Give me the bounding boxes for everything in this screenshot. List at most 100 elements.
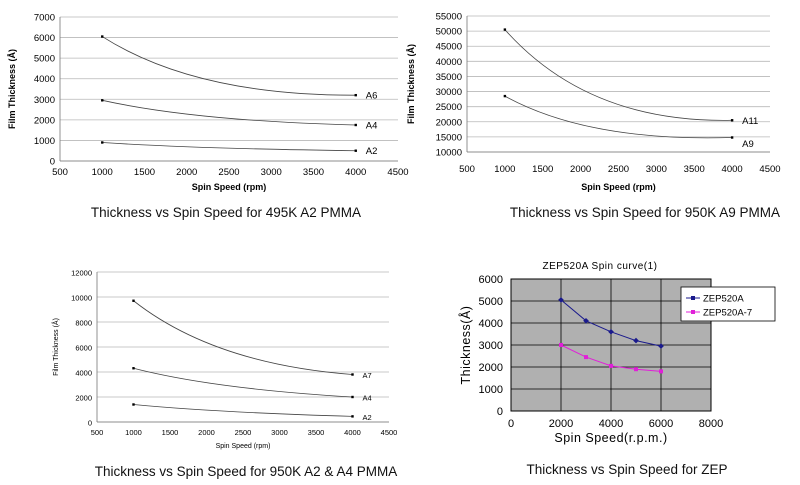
legend-swatch-marker bbox=[691, 310, 695, 314]
data-point bbox=[101, 99, 104, 102]
y-tick-label: 4000 bbox=[75, 369, 92, 378]
series-label: A7 bbox=[363, 371, 372, 380]
series-line-A6 bbox=[102, 36, 356, 96]
x-tick-label: 3500 bbox=[303, 167, 324, 178]
data-point bbox=[354, 93, 357, 97]
series-line-A11 bbox=[504, 29, 733, 121]
chart-caption: Thickness vs Spin Speed for 950K A2 & A4… bbox=[95, 464, 397, 479]
legend-entry: ZEP520A bbox=[703, 294, 744, 305]
x-tick-label: 2000 bbox=[570, 164, 591, 175]
x-axis-label: Spin Speed (rpm) bbox=[216, 443, 271, 450]
x-tick-label: 4500 bbox=[381, 428, 398, 437]
y-tick-label: 55000 bbox=[436, 12, 462, 23]
x-tick-label: 4500 bbox=[387, 167, 408, 178]
data-point bbox=[132, 403, 135, 406]
data-point bbox=[633, 337, 639, 344]
x-tick-label: 500 bbox=[459, 164, 475, 175]
y-axis-label: Film Thickness (Å) bbox=[406, 44, 416, 124]
x-tick-label: 3500 bbox=[308, 428, 325, 437]
y-tick-label: 6000 bbox=[75, 344, 92, 353]
y-tick-label: 35000 bbox=[436, 72, 462, 83]
y-tick-label: 2000 bbox=[479, 362, 503, 374]
series-line-A4 bbox=[102, 99, 356, 126]
series-line-A2 bbox=[133, 404, 353, 417]
series-label: A2 bbox=[366, 146, 378, 157]
data-point bbox=[559, 343, 563, 347]
x-tick-label: 2500 bbox=[218, 167, 239, 178]
y-tick-label: 2000 bbox=[75, 394, 92, 403]
y-tick-label: 5000 bbox=[479, 296, 503, 308]
data-point bbox=[730, 119, 734, 122]
x-tick-label: 2000 bbox=[198, 428, 215, 437]
data-point bbox=[101, 141, 104, 144]
series-line-A7 bbox=[133, 300, 353, 375]
data-point bbox=[658, 343, 664, 349]
chart-2: 10000 15000 20000 25000 30000 35000 40000 45000… bbox=[406, 12, 781, 221]
legend: ZEP520A ZEP520A-7 bbox=[680, 286, 776, 322]
x-tick-label: 4000 bbox=[345, 167, 366, 178]
x-tick-label: 6000 bbox=[649, 418, 673, 430]
series-line-A4 bbox=[133, 367, 353, 398]
data-point bbox=[659, 369, 663, 374]
legend-entry: ZEP520A-7 bbox=[703, 308, 752, 319]
data-point bbox=[583, 317, 589, 324]
y-tick-label: 6000 bbox=[479, 274, 503, 286]
y-axis-label: Thickness(Å) bbox=[458, 306, 473, 385]
y-tick-label: 50000 bbox=[436, 27, 462, 38]
series-line-A9 bbox=[504, 95, 733, 139]
x-tick-label: 2500 bbox=[235, 428, 252, 437]
y-tick-label: 0 bbox=[88, 419, 92, 428]
data-point bbox=[558, 297, 564, 303]
chart-title: ZEP520A Spin curve(1) bbox=[543, 261, 658, 272]
y-tick-label: 12000 bbox=[71, 269, 92, 278]
data-point bbox=[503, 94, 507, 98]
series-label: A4 bbox=[363, 394, 372, 403]
y-tick-label: 1000 bbox=[34, 136, 55, 147]
data-point bbox=[132, 367, 135, 370]
chart-4: 0 1000 2000 3000 4000 5000 6000 0 2000 4000 6000 80… bbox=[458, 261, 776, 477]
x-tick-label: 1000 bbox=[92, 167, 113, 178]
chart-1: 0 1000 2000 3000 4000 5000 6000 7000 500 1000 1500… bbox=[7, 13, 409, 221]
chart-3: 0 2000 4000 6000 8000 10000 12000 500 1000 1500 20… bbox=[51, 269, 397, 480]
y-tick-label: 3000 bbox=[479, 340, 503, 352]
series-label: A11 bbox=[742, 116, 758, 127]
x-tick-label: 8000 bbox=[699, 418, 723, 430]
x-tick-label: 2000 bbox=[176, 167, 197, 178]
y-tick-label: 4000 bbox=[34, 74, 55, 85]
y-tick-label: 45000 bbox=[436, 42, 462, 53]
x-tick-label: 4000 bbox=[722, 164, 743, 175]
x-axis-label: Spin Speed (rpm) bbox=[581, 182, 656, 192]
x-tick-label: 1000 bbox=[125, 428, 142, 437]
x-axis-label: Spin Speed(r.p.m.) bbox=[554, 431, 667, 445]
x-axis-label: Spin Speed (rpm) bbox=[192, 182, 267, 192]
data-point bbox=[354, 123, 357, 127]
x-tick-label: 3500 bbox=[684, 164, 705, 175]
series-label: A6 bbox=[366, 91, 378, 102]
series-label: A9 bbox=[742, 139, 754, 150]
x-tick-label: 1500 bbox=[162, 428, 179, 437]
data-point bbox=[351, 415, 354, 418]
x-tick-label: 1000 bbox=[494, 164, 515, 175]
series-label: A4 bbox=[366, 121, 378, 132]
data-point bbox=[608, 328, 614, 335]
data-point bbox=[101, 35, 104, 38]
y-tick-label: 25000 bbox=[436, 102, 462, 113]
x-tick-label: 4500 bbox=[759, 164, 780, 175]
legend-box bbox=[680, 286, 776, 322]
chart-caption: Thickness vs Spin Speed for 950K A9 PMMA bbox=[510, 205, 780, 220]
x-tick-label: 3000 bbox=[261, 167, 282, 178]
y-tick-label: 5000 bbox=[34, 54, 55, 65]
data-point bbox=[354, 149, 357, 152]
y-tick-label: 2000 bbox=[34, 115, 55, 126]
legend-swatch-marker bbox=[691, 296, 695, 300]
x-tick-label: 500 bbox=[91, 428, 104, 437]
y-tick-label: 0 bbox=[497, 406, 503, 418]
y-tick-label: 7000 bbox=[34, 13, 55, 24]
y-tick-label: 15000 bbox=[436, 132, 462, 143]
y-tick-label: 30000 bbox=[436, 87, 462, 98]
chart-caption: Thickness vs Spin Speed for 495K A2 PMMA bbox=[91, 205, 361, 220]
x-tick-label: 3000 bbox=[271, 428, 288, 437]
y-tick-label: 20000 bbox=[436, 117, 462, 128]
x-tick-label: 4000 bbox=[599, 418, 623, 430]
x-tick-label: 500 bbox=[52, 167, 68, 178]
